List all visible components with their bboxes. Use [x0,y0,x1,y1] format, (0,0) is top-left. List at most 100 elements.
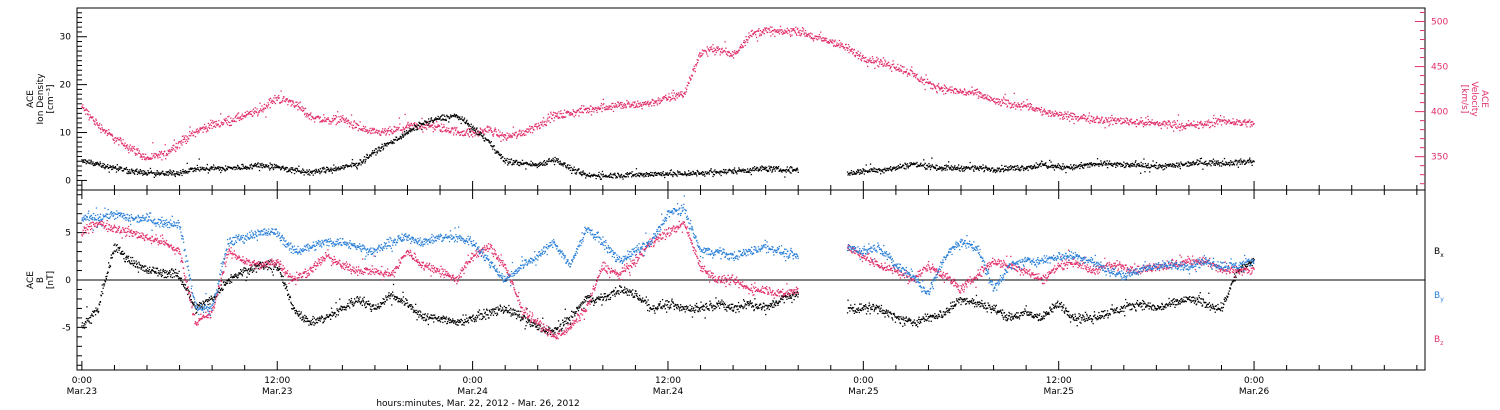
density-series-point [259,164,262,166]
density-series-point [725,173,728,175]
velocity-series-point [975,89,977,91]
density-series-point [969,168,971,170]
density-series-point [432,121,434,123]
velocity-series-point [1075,118,1078,120]
density-series-point [873,167,875,169]
velocity-series-point [1231,122,1233,125]
density-series-point [415,129,417,131]
velocity-series-point [229,124,231,127]
density-series-point [757,170,760,172]
velocity-series-point [1091,116,1093,118]
velocity-series-point [264,107,266,109]
velocity-series-point [231,119,233,122]
density-series-point [168,173,170,175]
density-series-point [364,160,367,162]
density-series-point [584,172,586,175]
velocity-series-point [852,53,854,55]
density-series-point [566,166,568,168]
density-series-point [198,158,200,160]
density-series-point [775,166,777,168]
density-series-point [134,173,136,175]
velocity-series-point [393,130,395,132]
velocity-series-point [918,80,920,82]
velocity-series-point [550,111,552,113]
velocity-series-point [607,108,609,111]
velocity-series-point [949,86,951,88]
velocity-series-point [630,103,632,106]
velocity-series-point [964,94,966,96]
density-series-point [269,169,271,171]
velocity-series-point [1006,105,1009,107]
velocity-series-point [586,110,589,112]
density-series-point [695,172,697,174]
density-series-point [537,164,539,166]
velocity-series-point [287,104,289,106]
density-series-point [877,171,879,173]
velocity-series-point [353,120,355,122]
velocity-series-point [213,125,216,127]
density-series-point [242,165,244,167]
velocity-series-point [302,107,304,109]
density-series-point [145,173,148,175]
velocity-series-point [314,117,316,119]
velocity-series-point [292,102,295,104]
density-series-point [257,163,259,165]
velocity-series-point [725,53,728,55]
velocity-series-point [1043,108,1045,110]
density-series-point [857,169,859,171]
density-series-point [1086,163,1089,165]
density-series-point [119,168,121,171]
density-series-point [756,167,758,169]
density-series-point [871,168,873,170]
density-series-point [179,172,181,174]
velocity-series-point [895,66,898,68]
density-series-point [552,159,554,162]
velocity-series-point [841,43,843,45]
velocity-series-point [1002,101,1004,104]
density-series-point [286,171,288,173]
velocity-series-point [385,134,387,136]
density-series-point [529,163,531,165]
density-series-point [732,171,734,173]
density-series-point [413,127,415,129]
density-series-point [1165,167,1168,169]
velocity-series-point [696,59,698,61]
velocity-series-point [866,61,868,64]
density-series-point [749,171,751,174]
density-series-point [875,168,877,170]
density-series-point [984,167,986,169]
velocity-series-point [985,97,988,100]
velocity-series-point [887,65,889,67]
density-series-point [126,169,129,171]
density-series-point [731,172,733,174]
velocity-series-point [815,35,817,37]
density-series-point [1240,160,1242,162]
density-series-point [249,166,252,168]
velocity-series-point [919,80,921,82]
density-series-point [491,146,493,148]
velocity-series-point [1101,117,1103,119]
density-series-point [129,171,131,173]
velocity-series-point [252,108,254,110]
density-series-point [696,169,698,172]
density-series-point [226,167,228,170]
velocity-series-point [1207,124,1209,126]
density-series-point [147,170,149,172]
velocity-series-point [996,101,999,104]
velocity-series-point [1157,124,1159,126]
density-series-point [972,165,974,167]
velocity-series-point [1007,100,1010,102]
density-series-point [1134,161,1136,163]
velocity-series-point [167,154,169,156]
density-series-point [602,173,604,175]
density-series-point [1137,165,1139,167]
density-series-point [278,167,280,169]
density-series-point [329,168,332,171]
velocity-series-point [1160,127,1162,130]
density-series-point [494,149,496,151]
velocity-series-point [608,107,610,109]
density-series-point [1045,162,1047,164]
velocity-series-point [88,119,90,121]
velocity-series-point [168,152,170,154]
